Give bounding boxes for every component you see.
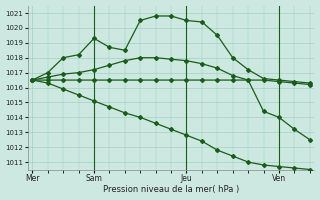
X-axis label: Pression niveau de la mer( hPa ): Pression niveau de la mer( hPa ): [103, 185, 239, 194]
